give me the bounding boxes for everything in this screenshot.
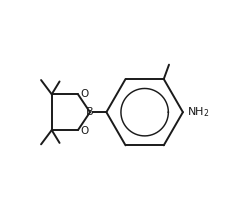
Text: NH$_2$: NH$_2$	[187, 105, 209, 119]
Text: O: O	[80, 126, 88, 136]
Text: B: B	[86, 107, 94, 117]
Text: O: O	[80, 89, 88, 99]
